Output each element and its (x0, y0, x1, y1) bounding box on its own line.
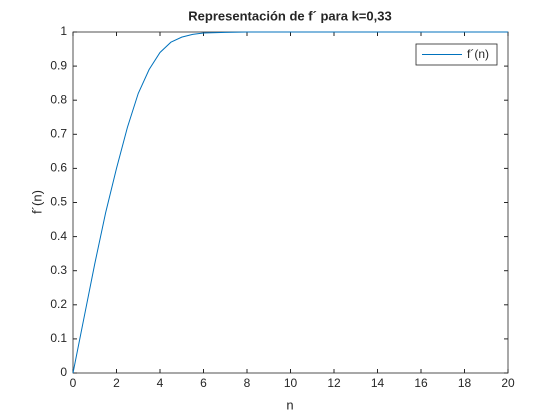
y-tick-label: 0.5 (50, 195, 67, 209)
x-tick-label: 12 (327, 376, 341, 390)
x-tick-label: 2 (113, 376, 120, 390)
y-tick-label: 0.7 (50, 126, 67, 140)
plot-area (72, 31, 509, 374)
x-tick-label: 10 (284, 376, 298, 390)
y-tick-label: 0.3 (50, 263, 67, 277)
y-axis-label: f´(n) (29, 190, 44, 214)
y-tick-label: 0.4 (50, 229, 67, 243)
chart-title: Representación de f´ para k=0,33 (188, 8, 391, 23)
x-tick-label: 14 (371, 376, 385, 390)
x-tick-label: 18 (458, 376, 472, 390)
y-tick-label: 0.2 (50, 297, 67, 311)
x-tick-label: 16 (414, 376, 428, 390)
x-tick-label: 0 (70, 376, 77, 390)
y-tick-label: 1 (60, 24, 67, 38)
x-axis-label: n (286, 397, 293, 412)
x-tick-label: 4 (157, 376, 164, 390)
data-line (72, 31, 508, 374)
y-tick-label: 0.9 (50, 58, 67, 72)
y-tick-label: 0.8 (50, 92, 67, 106)
x-tick-label: 6 (200, 376, 207, 390)
y-tick-label: 0.6 (50, 161, 67, 175)
x-tick-label: 8 (244, 376, 251, 390)
legend-label: f´(n) (467, 47, 489, 61)
x-tick-label: 20 (501, 376, 515, 390)
y-tick-label: 0 (60, 365, 67, 379)
y-tick-label: 0.1 (50, 331, 67, 345)
